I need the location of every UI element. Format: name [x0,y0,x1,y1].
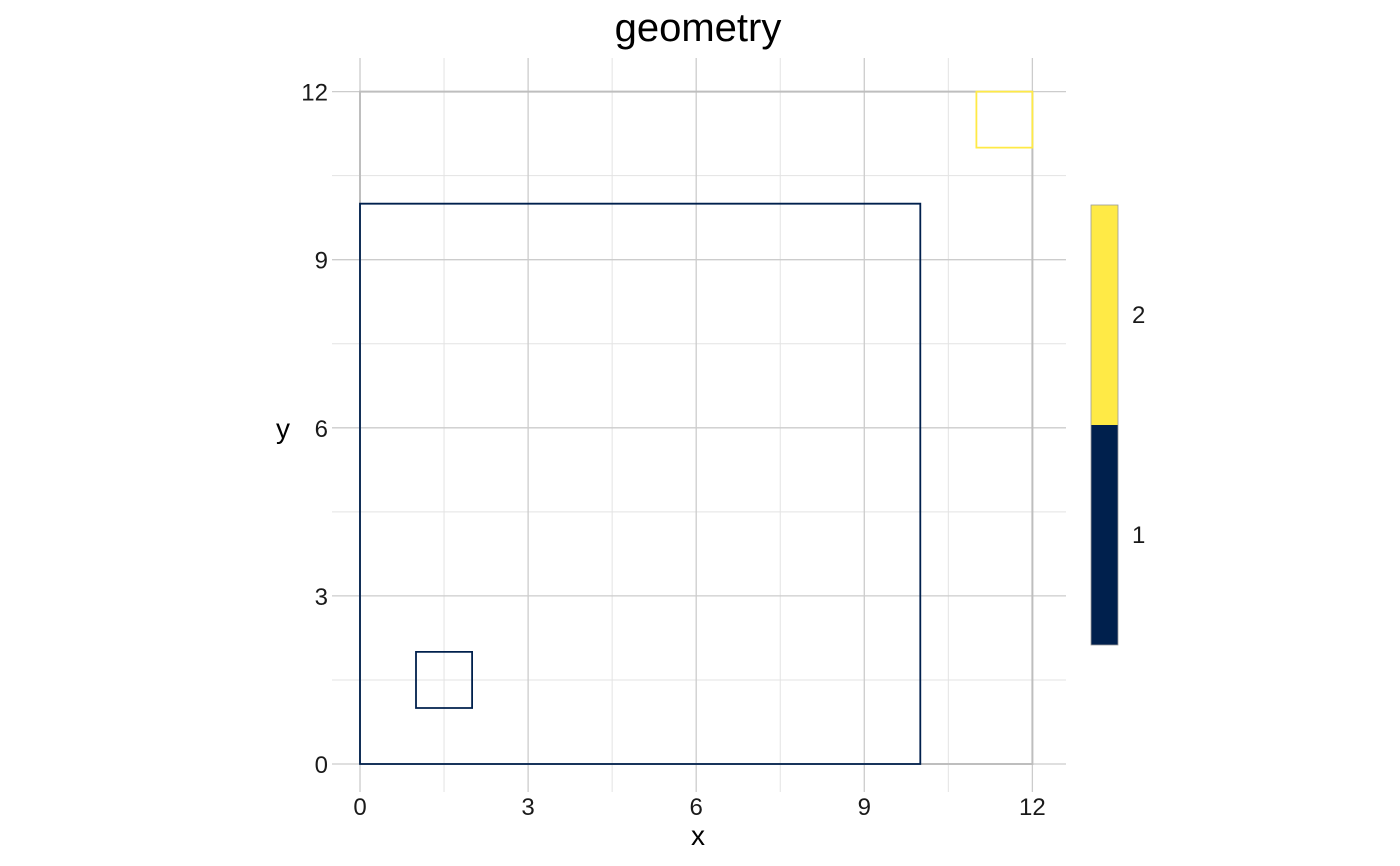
polygon-1-group-1 [415,651,474,709]
y-tick-label-4: 12 [301,80,328,107]
y-tick-label-2: 6 [315,416,328,443]
x-axis-ticks: 0 3 6 9 12 [353,794,1045,821]
legend: 21 [1090,204,1145,646]
x-tick-label-2: 6 [690,794,703,821]
legend-label-2: 2 [1132,302,1145,329]
y-tick-label-3: 9 [315,248,328,275]
major-gridlines [332,58,1066,792]
y-axis-ticks: 0 3 6 9 12 [301,80,328,779]
minor-gridlines [332,58,1066,792]
x-tick-label-1: 3 [521,794,534,821]
polygon-2-group-2 [975,90,1034,149]
x-tick-label-4: 12 [1019,794,1046,821]
legend-frame [1090,204,1119,646]
legend-swatch-2 [1091,205,1118,425]
x-axis-title: x [691,820,705,851]
y-tick-label-0: 0 [315,752,328,779]
polygon-layer [359,90,1034,765]
legend-swatch-1 [1091,425,1118,645]
y-axis-title: y [276,413,290,444]
y-tick-label-1: 3 [315,584,328,611]
legend-label-1: 1 [1132,522,1145,549]
polygon-0-group-1 [359,202,922,765]
x-tick-label-0: 0 [353,794,366,821]
chart-title: geometry [615,6,782,50]
x-tick-label-3: 9 [858,794,871,821]
